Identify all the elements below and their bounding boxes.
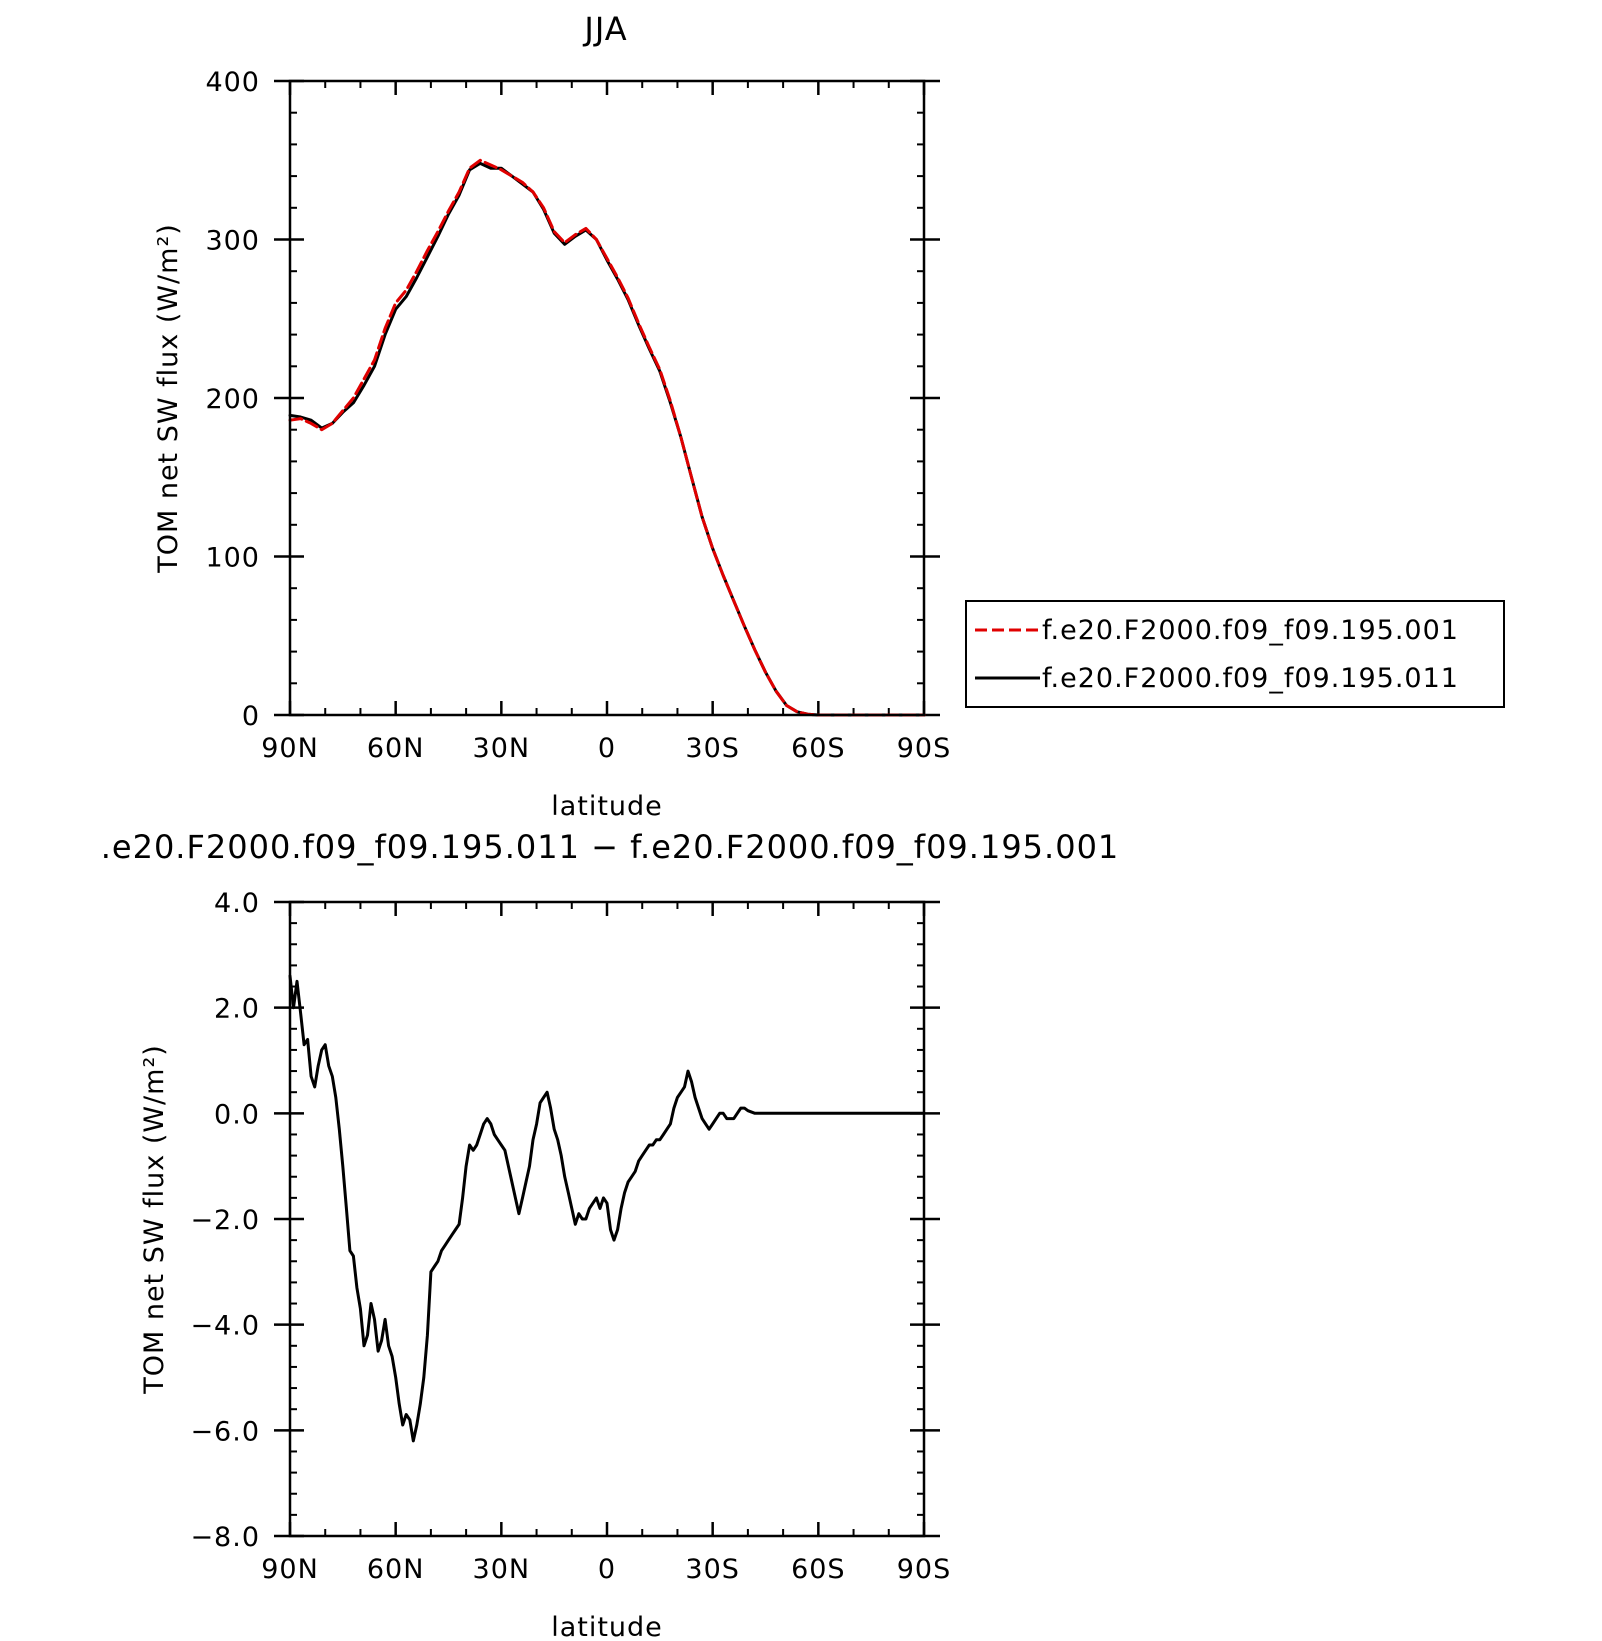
chart-bottom-y-tick-label: 4.0 [214,888,260,919]
chart-top-x-tick-label: 30N [473,733,531,764]
chart-bottom-series-line-0 [288,974,926,1443]
legend-label-series-011: f.e20.F2000.f09_f09.195.011 [1042,663,1459,694]
chart-bottom-x-tick-label: 0 [598,1554,616,1585]
chart-bottom-y-tick-label: −2.0 [190,1205,260,1236]
chart-top-series [288,158,926,717]
chart-bottom-x-tick-label: 30N [473,1554,531,1585]
chart-bottom-x-axis-title: latitude [551,1612,663,1641]
chart-top-title: JJA [582,10,627,48]
chart-bottom-plot-frame [288,900,926,1538]
chart-bottom-title: .e20.F2000.f09_f09.195.011 − f.e20.F2000… [101,828,1120,866]
chart-top-x-tick-label: 90S [897,733,952,764]
chart-top: JJA 90N 60N 30N 0 30S 60S 90S 0 100 200 300 400 lat… [153,10,1505,822]
chart-bottom-y-tick-label: −6.0 [190,1416,260,1447]
legend: f.e20.F2000.f09_f09.195.001 f.e20.F2000.… [965,600,1505,708]
chart-bottom-ticks: 90N 60N 30N 0 30S 60S 90S −8.0 −6.0 −4.0 −2.0 0.0 2.… [190,888,952,1585]
chart-top-x-tick-label: 90N [261,733,319,764]
chart-bottom-y-tick-label: 2.0 [214,994,260,1025]
chart-bottom-x-tick-label: 60S [791,1554,846,1585]
chart-top-y-tick-label: 0 [242,701,260,732]
chart-bottom-x-tick-label: 30S [685,1554,740,1585]
chart-top-y-tick-label: 400 [205,67,260,98]
chart-top-series-line-1 [288,161,926,717]
chart-top-plot-frame [288,79,926,717]
chart-top-y-axis-title: TOM net SW flux (W/m²) [153,223,184,574]
chart-top-ticks: 90N 60N 30N 0 30S 60S 90S 0 100 200 300 400 [205,67,952,764]
chart-top-y-tick-label: 200 [205,384,260,415]
chart-bottom-y-tick-label: −4.0 [190,1311,260,1342]
chart-bottom-series [288,974,926,1443]
chart-bottom-y-tick-label: 0.0 [214,1099,260,1130]
chart-bottom-x-tick-label: 90S [897,1554,952,1585]
chart-top-x-tick-label: 0 [598,733,616,764]
chart-bottom-y-axis-title: TOM net SW flux (W/m²) [139,1044,170,1395]
chart-bottom-x-tick-label: 60N [367,1554,425,1585]
legend-frame [965,600,1505,708]
chart-bottom-y-tick-label: −8.0 [190,1522,260,1553]
chart-top-x-tick-label: 30S [685,733,740,764]
chart-top-x-tick-label: 60N [367,733,425,764]
chart-top-series-line-0 [288,158,926,717]
chart-bottom-x-tick-label: 90N [261,1554,319,1585]
chart-top-x-axis-title: latitude [551,791,663,822]
chart-top-y-tick-label: 100 [205,543,260,574]
chart-bottom: .e20.F2000.f09_f09.195.011 − f.e20.F2000… [101,828,1120,1641]
chart-top-y-tick-label: 300 [205,226,260,257]
legend-label-series-001: f.e20.F2000.f09_f09.195.001 [1042,615,1459,646]
chart-top-x-tick-label: 60S [791,733,846,764]
